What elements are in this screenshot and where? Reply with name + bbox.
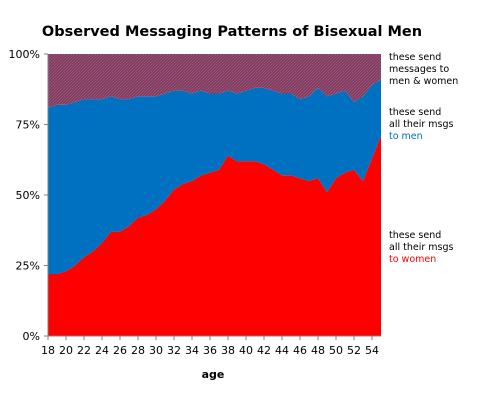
annotation-line: these send bbox=[389, 230, 441, 241]
annotation-line: these send bbox=[389, 107, 441, 118]
annotation-line: to women bbox=[389, 254, 436, 265]
x-tick-label: 36 bbox=[203, 344, 217, 357]
x-tick-label: 30 bbox=[149, 344, 163, 357]
x-tick-label: 26 bbox=[113, 344, 127, 357]
y-tick-label: 25% bbox=[16, 260, 40, 273]
y-tick-label: 0% bbox=[23, 330, 40, 343]
annotation-line: messages to bbox=[389, 64, 449, 75]
annotation-both: these send messages to men & women bbox=[389, 52, 458, 87]
area-men bbox=[48, 79, 381, 274]
x-tick-label: 48 bbox=[311, 344, 325, 357]
annotation-line: men & women bbox=[389, 76, 458, 87]
x-tick-label: 50 bbox=[329, 344, 343, 357]
annotation-line: all their msgs bbox=[389, 242, 454, 253]
annotation-men: these send all their msgs to men bbox=[389, 107, 454, 142]
x-tick-label: 22 bbox=[77, 344, 91, 357]
x-tick-label: 44 bbox=[275, 344, 289, 357]
y-tick-label: 50% bbox=[16, 189, 40, 202]
x-axis-label: age bbox=[202, 368, 225, 381]
annotation-line: all their msgs bbox=[389, 119, 454, 130]
y-tick-label: 100% bbox=[9, 48, 40, 61]
x-tick-label: 20 bbox=[59, 344, 73, 357]
x-tick-label: 42 bbox=[257, 344, 271, 357]
annotation-women: these send all their msgs to women bbox=[389, 230, 454, 265]
x-tick-label: 52 bbox=[347, 344, 361, 357]
x-tick-label: 54 bbox=[365, 344, 379, 357]
area-women bbox=[48, 135, 381, 336]
x-axis: 18 20 22 24 26 28 30 32 34 36 38 40 42 44 46 48 50 52 54 bbox=[41, 335, 381, 357]
x-tick-label: 46 bbox=[293, 344, 307, 357]
annotation-line: to men bbox=[389, 131, 423, 142]
y-axis: 0% 25% 50% 75% 100% bbox=[9, 48, 49, 343]
x-tick-label: 28 bbox=[131, 344, 145, 357]
annotation-line: these send bbox=[389, 52, 441, 63]
y-tick-label: 75% bbox=[16, 119, 40, 132]
x-tick-label: 24 bbox=[95, 344, 109, 357]
x-tick-label: 38 bbox=[221, 344, 235, 357]
x-tick-label: 18 bbox=[41, 344, 55, 357]
chart-title: Observed Messaging Patterns of Bisexual … bbox=[42, 24, 422, 40]
plot-area bbox=[48, 54, 381, 336]
x-tick-label: 34 bbox=[185, 344, 199, 357]
x-tick-label: 32 bbox=[167, 344, 181, 357]
x-tick-label: 40 bbox=[239, 344, 253, 357]
area-both bbox=[48, 54, 381, 108]
